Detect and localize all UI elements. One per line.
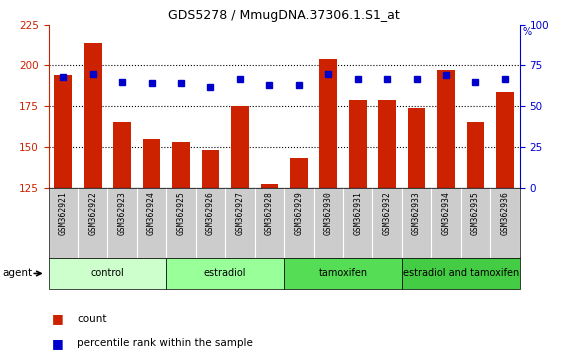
Text: ■: ■ [51, 337, 63, 350]
Bar [54, 75, 72, 188]
Bar [378, 100, 396, 188]
Bar [496, 92, 514, 188]
Text: GSM362930: GSM362930 [324, 191, 333, 235]
Text: GSM362934: GSM362934 [441, 191, 451, 235]
Text: GSM362924: GSM362924 [147, 191, 156, 235]
Bar [113, 122, 131, 188]
Title: GDS5278 / MmugDNA.37306.1.S1_at: GDS5278 / MmugDNA.37306.1.S1_at [168, 9, 400, 22]
Bar [202, 150, 219, 188]
Text: GSM362932: GSM362932 [383, 191, 392, 235]
Bar [437, 70, 455, 188]
Bar [408, 108, 425, 188]
Text: estradiol: estradiol [204, 268, 247, 279]
Text: GSM362927: GSM362927 [235, 191, 244, 235]
Text: GSM362926: GSM362926 [206, 191, 215, 235]
Bar [467, 122, 484, 188]
Text: estradiol and tamoxifen: estradiol and tamoxifen [403, 268, 519, 279]
Text: GSM362923: GSM362923 [118, 191, 127, 235]
FancyBboxPatch shape [166, 258, 284, 289]
Bar [231, 106, 249, 188]
Text: GSM362933: GSM362933 [412, 191, 421, 235]
Text: control: control [91, 268, 124, 279]
Bar [319, 59, 337, 188]
Bar [349, 100, 367, 188]
Bar [260, 184, 278, 188]
Text: GSM362928: GSM362928 [265, 191, 274, 235]
Bar [143, 139, 160, 188]
Text: GSM362922: GSM362922 [88, 191, 97, 235]
Text: GSM362921: GSM362921 [59, 191, 68, 235]
Text: GSM362925: GSM362925 [176, 191, 186, 235]
Bar [290, 158, 308, 188]
Bar [172, 142, 190, 188]
Text: agent: agent [3, 268, 33, 279]
Text: tamoxifen: tamoxifen [319, 268, 368, 279]
Text: GSM362935: GSM362935 [471, 191, 480, 235]
Text: ■: ■ [51, 312, 63, 325]
Text: GSM362929: GSM362929 [294, 191, 303, 235]
Text: GSM362936: GSM362936 [500, 191, 509, 235]
FancyBboxPatch shape [402, 258, 520, 289]
Text: %: % [522, 27, 532, 36]
FancyBboxPatch shape [284, 258, 402, 289]
Bar [84, 43, 102, 188]
Text: GSM362931: GSM362931 [353, 191, 362, 235]
Text: percentile rank within the sample: percentile rank within the sample [77, 338, 253, 348]
FancyBboxPatch shape [49, 258, 166, 289]
Text: count: count [77, 314, 107, 324]
